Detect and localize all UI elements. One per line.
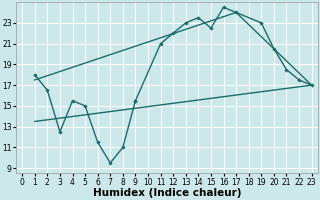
X-axis label: Humidex (Indice chaleur): Humidex (Indice chaleur) [93, 188, 241, 198]
